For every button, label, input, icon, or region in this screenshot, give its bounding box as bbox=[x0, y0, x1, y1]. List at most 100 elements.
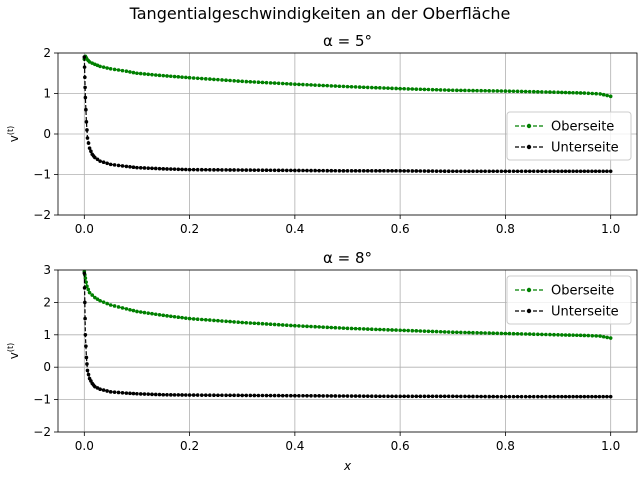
data-point bbox=[224, 393, 228, 398]
data-point bbox=[345, 326, 350, 331]
data-point bbox=[341, 169, 346, 173]
data-point bbox=[248, 321, 253, 325]
data-point bbox=[544, 169, 548, 174]
data-point bbox=[357, 85, 362, 89]
data-point bbox=[430, 329, 435, 334]
data-point bbox=[374, 85, 378, 90]
data-point bbox=[329, 394, 334, 398]
data-point bbox=[108, 390, 113, 394]
data-point bbox=[232, 320, 236, 324]
legend-marker bbox=[526, 144, 532, 150]
data-point bbox=[536, 332, 540, 337]
data-point bbox=[309, 324, 313, 329]
data-point bbox=[487, 169, 492, 174]
data-point bbox=[85, 136, 90, 140]
data-point bbox=[491, 169, 496, 174]
data-point bbox=[321, 83, 326, 88]
data-point bbox=[236, 393, 240, 398]
data-point bbox=[586, 394, 590, 399]
data-point bbox=[357, 326, 362, 331]
data-point bbox=[105, 389, 109, 393]
data-point bbox=[232, 78, 236, 83]
data-point bbox=[329, 84, 334, 88]
data-point bbox=[293, 168, 297, 173]
data-point bbox=[563, 90, 568, 95]
data-point bbox=[135, 391, 139, 396]
data-point bbox=[531, 332, 536, 337]
data-point bbox=[228, 393, 232, 398]
data-point bbox=[256, 80, 261, 85]
data-point bbox=[491, 394, 496, 399]
data-point bbox=[463, 330, 467, 335]
data-point bbox=[128, 165, 132, 169]
data-point bbox=[446, 330, 451, 334]
data-point bbox=[593, 169, 598, 174]
data-point bbox=[153, 166, 158, 171]
data-point bbox=[260, 80, 265, 85]
data-point bbox=[382, 86, 386, 90]
data-point bbox=[361, 394, 366, 398]
data-point bbox=[378, 394, 382, 399]
data-point bbox=[83, 316, 87, 321]
data-point bbox=[414, 329, 419, 333]
data-point bbox=[108, 162, 113, 167]
data-point bbox=[467, 330, 471, 335]
data-point bbox=[116, 390, 121, 395]
data-point bbox=[216, 318, 220, 323]
data-point bbox=[244, 168, 249, 172]
data-point bbox=[157, 73, 162, 78]
data-point bbox=[503, 331, 508, 336]
x-tick-label: 0.2 bbox=[180, 439, 199, 453]
data-point bbox=[430, 169, 435, 173]
data-point bbox=[146, 311, 151, 315]
data-point bbox=[341, 326, 346, 330]
x-tick-label: 0.4 bbox=[285, 222, 304, 236]
x-tick-label: 0.0 bbox=[75, 222, 94, 236]
data-point bbox=[495, 169, 500, 174]
y-tick-label: 1 bbox=[43, 328, 51, 342]
data-point bbox=[495, 394, 500, 399]
data-point bbox=[184, 393, 188, 397]
data-point bbox=[563, 333, 568, 337]
data-point bbox=[357, 169, 362, 173]
data-point bbox=[236, 320, 240, 324]
data-point bbox=[199, 317, 204, 322]
data-point bbox=[483, 169, 487, 174]
data-point bbox=[406, 169, 411, 173]
data-point bbox=[325, 83, 330, 88]
data-point bbox=[317, 83, 321, 88]
data-point bbox=[82, 65, 87, 69]
data-point bbox=[575, 333, 579, 338]
data-point bbox=[309, 394, 313, 398]
data-point bbox=[268, 393, 273, 398]
data-point bbox=[301, 324, 305, 328]
data-point bbox=[455, 169, 459, 174]
data-point bbox=[471, 330, 475, 335]
data-point bbox=[369, 394, 374, 398]
data-point bbox=[248, 168, 253, 172]
data-point bbox=[479, 88, 483, 93]
data-point bbox=[124, 69, 129, 74]
data-point bbox=[276, 81, 281, 86]
data-point bbox=[138, 71, 143, 76]
data-point bbox=[353, 326, 358, 331]
data-point bbox=[321, 394, 326, 398]
data-point bbox=[540, 169, 544, 174]
data-point bbox=[467, 88, 471, 93]
figure-suptitle: Tangentialgeschwindigkeiten an der Oberf… bbox=[129, 4, 511, 23]
data-point bbox=[503, 169, 508, 174]
data-point bbox=[240, 168, 245, 172]
data-point bbox=[438, 394, 443, 399]
data-point bbox=[333, 84, 338, 88]
data-point bbox=[430, 87, 435, 92]
data-point bbox=[187, 167, 192, 172]
data-point bbox=[116, 305, 121, 309]
data-point bbox=[563, 169, 568, 174]
data-point bbox=[105, 161, 109, 166]
data-point bbox=[608, 169, 613, 174]
data-point bbox=[410, 394, 415, 399]
data-point bbox=[98, 64, 102, 69]
data-point bbox=[475, 169, 479, 174]
data-point bbox=[422, 394, 427, 399]
data-point bbox=[548, 394, 552, 399]
